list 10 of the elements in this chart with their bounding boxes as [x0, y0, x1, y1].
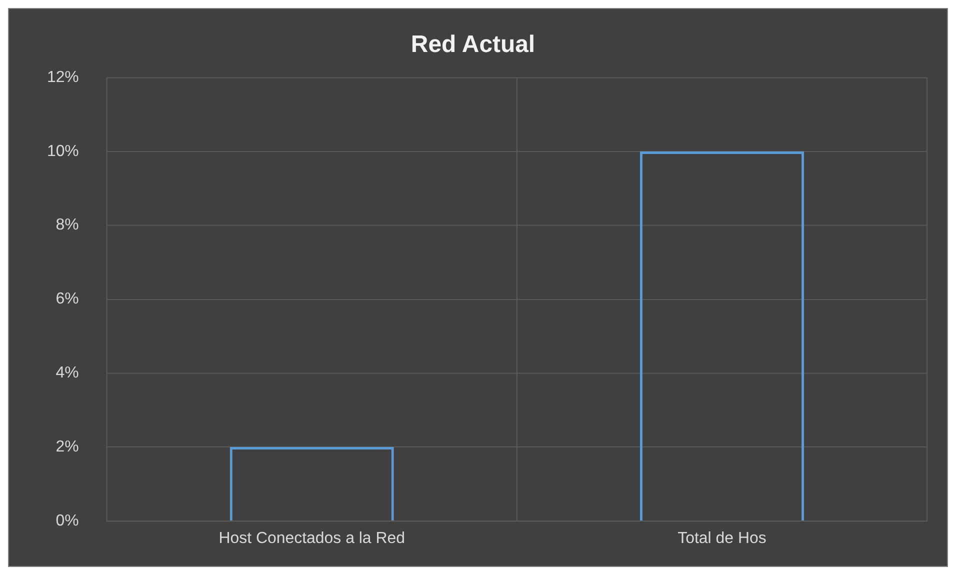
- y-tick-label: 0%: [56, 512, 79, 530]
- y-tick-label: 6%: [56, 290, 79, 308]
- x-tick-label: Total de Hos: [678, 530, 766, 547]
- y-tick-label: 8%: [56, 216, 79, 234]
- chart-title: Red Actual: [410, 30, 536, 58]
- y-tick-label: 12%: [46, 68, 79, 86]
- y-tick-label: 2%: [56, 438, 79, 456]
- x-tick-label: Host Conectados a la Red: [218, 530, 405, 547]
- y-tick-label: 4%: [56, 364, 79, 382]
- y-tick-label: 10%: [46, 142, 79, 160]
